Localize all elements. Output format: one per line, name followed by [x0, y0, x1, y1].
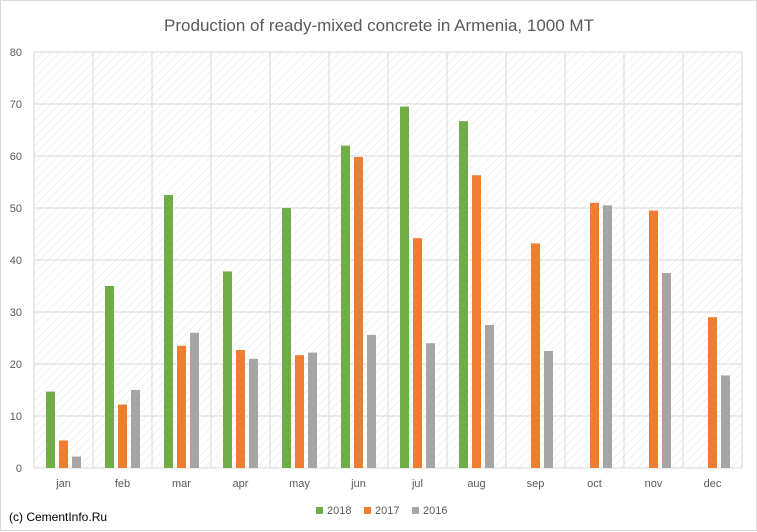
bars — [46, 106, 730, 469]
bar-2018-jun — [341, 145, 350, 468]
bar-2018-jan — [46, 391, 55, 468]
x-tick-label: may — [289, 478, 310, 490]
x-tick-label: dec — [704, 478, 722, 490]
bar-2018-may — [282, 208, 291, 468]
legend-swatch-2017 — [364, 507, 371, 514]
bar-2016-nov — [662, 273, 671, 468]
y-tick-label: 30 — [10, 307, 22, 319]
bar-2016-sep — [544, 351, 553, 468]
bar-2017-mar — [177, 345, 186, 468]
credit-text: (c) CementInfo.Ru — [9, 510, 107, 524]
bar-2018-apr — [223, 271, 232, 468]
bar-2016-oct — [603, 205, 612, 468]
bar-2016-apr — [249, 358, 258, 468]
bar-2018-feb — [105, 286, 114, 468]
x-tick-label: jul — [411, 478, 423, 490]
y-axis-tick-labels: 0 10 20 30 40 50 60 70 80 — [10, 47, 22, 475]
bar-2017-aug — [472, 175, 481, 469]
y-tick-label: 60 — [10, 151, 22, 163]
bar-2016-mar — [190, 332, 199, 468]
gridlines — [33, 51, 743, 469]
bar-2017-nov — [649, 210, 658, 468]
x-tick-label: sep — [527, 478, 545, 490]
bar-2017-feb — [118, 404, 127, 468]
x-axis-tick-labels: jan feb mar apr may jun jul aug sep oct nov dec — [55, 478, 722, 490]
bar-2016-jun — [367, 334, 376, 468]
x-tick-label: mar — [172, 478, 191, 490]
x-tick-label: nov — [645, 478, 663, 490]
y-tick-label: 70 — [10, 99, 22, 111]
bar-2018-aug — [459, 121, 468, 468]
bar-2017-jan — [59, 440, 68, 468]
x-tick-label: oct — [587, 478, 602, 490]
bar-2016-aug — [485, 325, 494, 468]
legend-swatch-2018 — [316, 507, 323, 514]
chart-title: Production of ready-mixed concrete in Ar… — [164, 16, 594, 35]
bar-2018-mar — [164, 195, 173, 468]
legend: 2018 2017 2016 — [316, 505, 447, 517]
bar-2016-jan — [72, 456, 81, 468]
bar-2016-jul — [426, 343, 435, 468]
y-tick-label: 0 — [16, 463, 22, 475]
bar-2017-jun — [354, 157, 363, 469]
legend-label-2018: 2018 — [327, 505, 351, 517]
bar-2017-apr — [236, 349, 245, 468]
legend-swatch-2016 — [412, 507, 419, 514]
bar-2017-jul — [413, 238, 422, 468]
legend-label-2017: 2017 — [375, 505, 399, 517]
x-tick-label: aug — [467, 478, 485, 490]
x-tick-label: jan — [55, 478, 71, 490]
x-tick-label: jun — [350, 478, 366, 490]
bar-2017-dec — [708, 317, 717, 468]
y-tick-label: 20 — [10, 359, 22, 371]
x-tick-label: apr — [233, 478, 249, 490]
bar-2018-jul — [400, 106, 409, 468]
y-tick-label: 50 — [10, 203, 22, 215]
bar-2016-dec — [721, 375, 730, 468]
y-tick-label: 10 — [10, 411, 22, 423]
y-tick-label: 80 — [10, 47, 22, 59]
bar-2016-feb — [131, 390, 140, 468]
legend-label-2016: 2016 — [423, 505, 447, 517]
bar-2017-may — [295, 355, 304, 468]
x-tick-label: feb — [115, 478, 130, 490]
bar-2017-sep — [531, 243, 540, 468]
y-tick-label: 40 — [10, 255, 22, 267]
bar-2017-oct — [590, 202, 599, 469]
bar-2016-may — [308, 352, 317, 468]
